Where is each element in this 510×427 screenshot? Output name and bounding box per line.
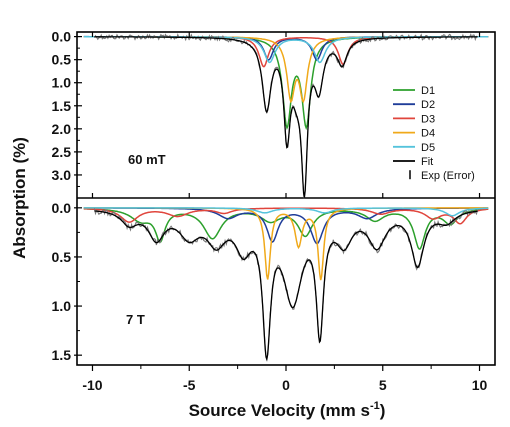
y-tick-label-7T: 0.5 — [52, 249, 72, 265]
legend-label: D4 — [421, 128, 435, 140]
legend: D1 D2 D3 D4 D5 Fit Exp (Error) — [393, 85, 475, 182]
x-tick-label: 5 — [379, 377, 387, 393]
panel-label-60mT: 60 mT — [128, 152, 166, 167]
x-axis-label-main: Source Velocity (mm s — [189, 401, 370, 420]
series-d5-7T — [83, 207, 489, 217]
y-tick-label-60mT: 2.5 — [52, 144, 72, 160]
x-axis-label-sup: -1 — [370, 400, 380, 412]
panel-7T — [83, 207, 489, 362]
y-tick-label-60mT: 0.5 — [52, 52, 72, 68]
axes-ticks: 0.0 0.5 1.0 1.5 2.0 2.5 3.0 0.0 0.5 1.0 1.5 -10 -5 0 5… — [52, 29, 488, 393]
y-axis-label: Absorption (%) — [10, 137, 29, 259]
y-tick-label-7T: 1.0 — [52, 298, 72, 314]
series-d5-60mT — [83, 35, 489, 64]
y-tick-label-60mT: 3.0 — [52, 167, 72, 183]
y-tick-label-60mT: 1.5 — [52, 98, 72, 114]
x-tick-label: 10 — [472, 377, 488, 393]
legend-label: D5 — [421, 142, 435, 154]
x-tick-label: -10 — [82, 377, 102, 393]
x-axis-label: Source Velocity (mm s-1) — [189, 400, 386, 420]
x-tick-label: 0 — [282, 377, 290, 393]
panel-label-7T: 7 T — [126, 312, 145, 327]
series-fit-7T — [94, 210, 478, 362]
series-d2-60mT — [83, 35, 489, 61]
legend-label: D2 — [421, 99, 435, 111]
legend-label: Exp (Error) — [421, 170, 475, 182]
y-tick-label-7T: 1.5 — [52, 347, 72, 363]
legend-label: D1 — [421, 85, 435, 97]
y-tick-label-60mT: 0.0 — [52, 29, 72, 45]
legend-label: Fit — [421, 156, 433, 168]
series-d4-7T — [83, 207, 489, 281]
legend-label: D3 — [421, 113, 435, 125]
y-tick-label-7T: 0.0 — [52, 200, 72, 216]
panel-60mT — [83, 33, 489, 199]
y-tick-label-60mT: 1.0 — [52, 75, 72, 91]
y-tick-label-60mT: 2.0 — [52, 121, 72, 137]
exp-data-7T — [93, 208, 479, 360]
series-fit-60mT — [94, 36, 478, 198]
x-tick-label: -5 — [183, 377, 196, 393]
x-axis-label-close: ) — [380, 401, 386, 420]
series-d3-7T — [83, 207, 489, 225]
